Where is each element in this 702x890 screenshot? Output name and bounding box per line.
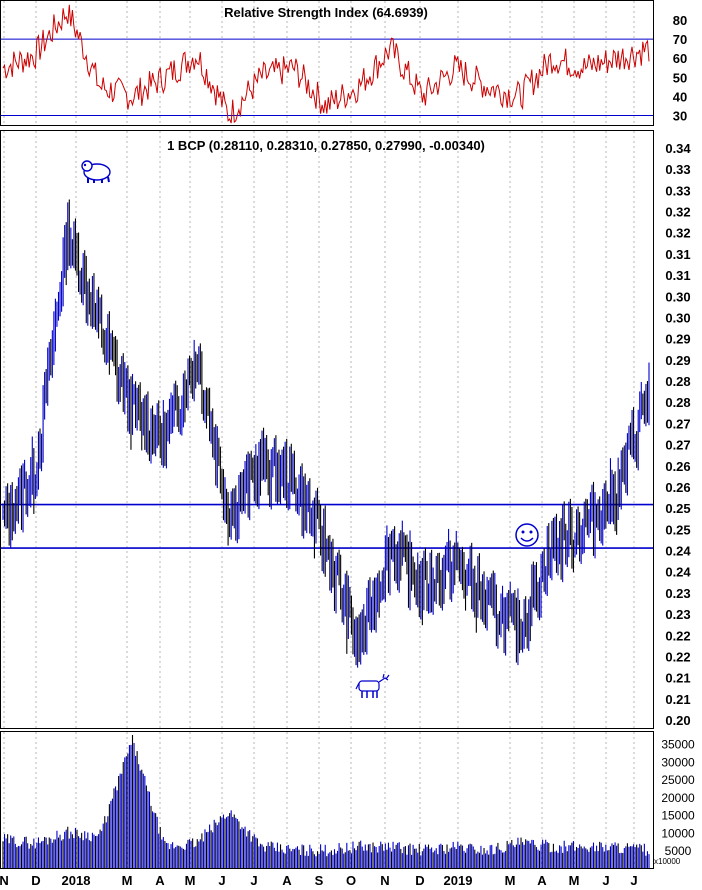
price-panel xyxy=(1,199,653,668)
price-tick-label: 0.23 xyxy=(665,586,690,601)
volume-tick-label: 25000 xyxy=(661,773,695,787)
price-tick-label: 0.28 xyxy=(665,374,690,389)
x-tick-label: M xyxy=(569,873,580,888)
volume-multiplier-label: x10000 xyxy=(654,857,681,866)
price-panel-frame xyxy=(0,130,654,729)
x-tick-label: M xyxy=(505,873,516,888)
rsi-panel xyxy=(1,4,653,124)
x-tick-label: 2019 xyxy=(444,873,473,888)
x-tick-label: D xyxy=(415,873,424,888)
price-tick-label: 0.26 xyxy=(665,459,690,474)
price-title: 1 BCP (0.28110, 0.28310, 0.27850, 0.2799… xyxy=(167,138,485,153)
rsi-panel-frame xyxy=(0,0,654,126)
price-tick-label: 0.31 xyxy=(665,268,690,283)
x-tick-label: J xyxy=(630,873,637,888)
price-tick-label: 0.24 xyxy=(665,565,691,580)
price-tick-label: 0.24 xyxy=(665,544,691,559)
price-tick-label: 0.27 xyxy=(665,438,690,453)
rsi-line xyxy=(2,4,650,124)
price-tick-label: 0.30 xyxy=(665,310,690,325)
price-tick-label: 0.21 xyxy=(665,692,690,707)
x-tick-label: D xyxy=(31,873,40,888)
x-tick-label: A xyxy=(155,873,165,888)
volume-tick-label: 30000 xyxy=(661,755,695,769)
vertical-grid xyxy=(3,1,635,868)
price-tick-label: 0.33 xyxy=(665,162,690,177)
x-tick-label: A xyxy=(537,873,547,888)
price-tick-label: 0.25 xyxy=(665,501,690,516)
price-tick-label: 0.33 xyxy=(665,183,690,198)
rsi-tick-label: 50 xyxy=(673,70,687,85)
smiley-icon xyxy=(515,523,539,547)
volume-panel xyxy=(2,734,650,868)
volume-panel-frame xyxy=(0,731,654,869)
rsi-tick-label: 70 xyxy=(673,32,687,47)
rsi-tick-label: 40 xyxy=(673,89,687,104)
x-tick-label: O xyxy=(346,873,356,888)
x-tick-label: J xyxy=(602,873,609,888)
volume-tick-label: 15000 xyxy=(661,809,695,823)
price-tick-label: 0.32 xyxy=(665,205,690,220)
x-tick-label: N xyxy=(380,873,389,888)
volume-tick-label: 20000 xyxy=(661,791,695,805)
price-tick-label: 0.29 xyxy=(665,353,690,368)
price-tick-label: 0.25 xyxy=(665,522,690,537)
volume-tick-label: 35000 xyxy=(661,738,695,752)
rsi-tick-label: 60 xyxy=(673,51,687,66)
price-tick-label: 0.21 xyxy=(665,671,690,686)
volume-tick-label: 10000 xyxy=(661,826,695,840)
x-tick-label: 2018 xyxy=(62,873,91,888)
x-tick-label: N xyxy=(0,873,9,888)
bull-icon xyxy=(355,673,390,698)
rsi-tick-label: 30 xyxy=(673,108,687,123)
x-tick-label: J xyxy=(218,873,225,888)
price-tick-label: 0.29 xyxy=(665,332,690,347)
x-tick-label: J xyxy=(250,873,257,888)
price-tick-label: 0.31 xyxy=(665,247,690,262)
x-tick-label: A xyxy=(282,873,292,888)
rsi-tick-label: 80 xyxy=(673,13,687,28)
x-axis: N D 2018 M A M J J A S O N D 2019 M A M J J xyxy=(0,873,638,888)
price-tick-label: 0.22 xyxy=(665,628,690,643)
y-axes: 80 70 60 50 40 30 0.34 0.33 0.33 0.32 0.32 0.31 0.31… xyxy=(661,13,695,858)
price-tick-label: 0.30 xyxy=(665,289,690,304)
price-tick-label: 0.22 xyxy=(665,649,690,664)
bear-icon xyxy=(81,160,111,183)
price-tick-label: 0.34 xyxy=(665,141,691,156)
price-tick-label: 0.28 xyxy=(665,395,690,410)
volume-tick-label: 5000 xyxy=(665,844,692,858)
price-tick-label: 0.26 xyxy=(665,480,690,495)
x-tick-label: M xyxy=(122,873,133,888)
x-tick-label: S xyxy=(315,873,324,888)
price-tick-label: 0.23 xyxy=(665,607,690,622)
rsi-title: Relative Strength Index (64.6939) xyxy=(224,5,428,20)
price-tick-label: 0.27 xyxy=(665,416,690,431)
price-tick-label: 0.32 xyxy=(665,226,690,241)
x-tick-label: M xyxy=(185,873,196,888)
price-tick-label: 0.20 xyxy=(665,713,690,728)
